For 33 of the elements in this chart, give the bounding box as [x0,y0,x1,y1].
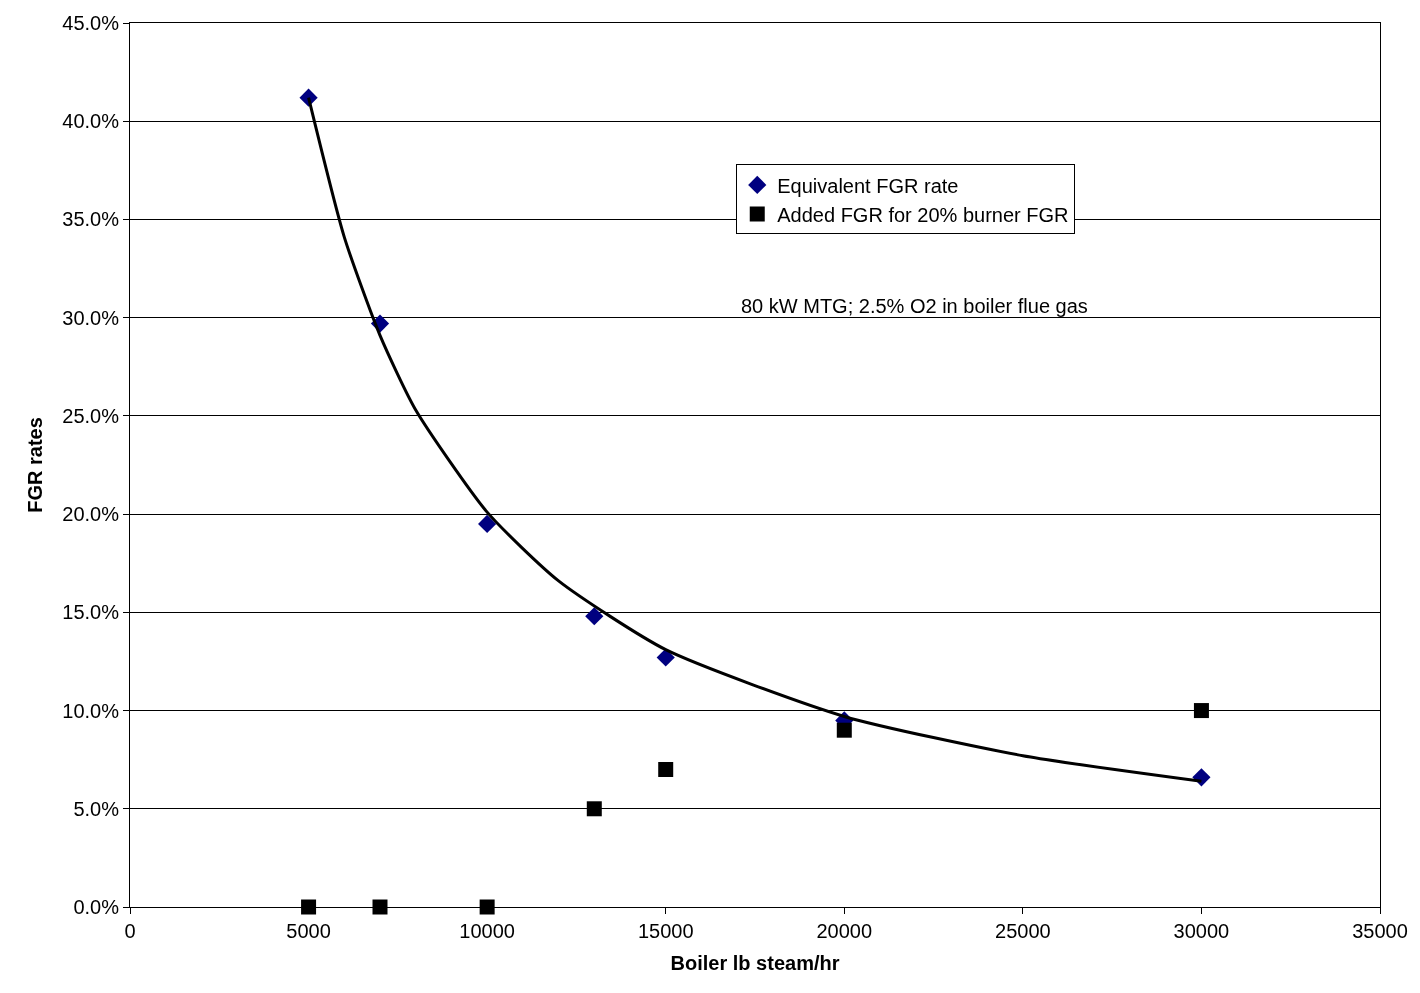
legend-label: Equivalent FGR rate [777,174,959,197]
point [586,801,602,817]
x-tick-label: 5000 [286,920,331,942]
x-tick-label: 25000 [995,920,1051,942]
x-tick-label: 20000 [816,920,873,942]
x-tick-label: 35000 [1352,920,1408,942]
point [479,899,495,915]
point [836,722,852,738]
x-axis-title: Boiler lb steam/hr [670,951,840,974]
point [478,514,497,534]
y-tick-label: 15.0% [62,601,120,624]
point [372,899,388,915]
x-tick-label: 10000 [459,920,515,942]
point [585,607,604,626]
point [658,761,674,777]
y-tick-label: 45.0% [62,12,120,34]
point [1193,703,1209,719]
y-tick-label: 25.0% [62,404,120,427]
point [656,648,675,667]
annotation: 80 kW MTG; 2.5% O2 in boiler flue gas [741,295,1088,317]
y-tick-label: 0.0% [73,896,120,918]
y-tick-label: 5.0% [73,797,120,820]
point [301,899,317,915]
y-axis-title: FGR rates [23,417,46,513]
y-tick-label: 30.0% [62,306,120,329]
y-tick-label: 40.0% [62,110,120,133]
y-tick-label: 35.0% [62,208,120,231]
x-tick-label: 30000 [1173,920,1230,942]
y-tick-label: 20.0% [62,503,120,526]
legend-label: Added FGR for 20% burner FGR [777,203,1069,226]
x-tick-label: 15000 [637,920,694,942]
y-tick-label: 10.0% [62,699,120,722]
x-tick-label: 0 [124,920,136,942]
